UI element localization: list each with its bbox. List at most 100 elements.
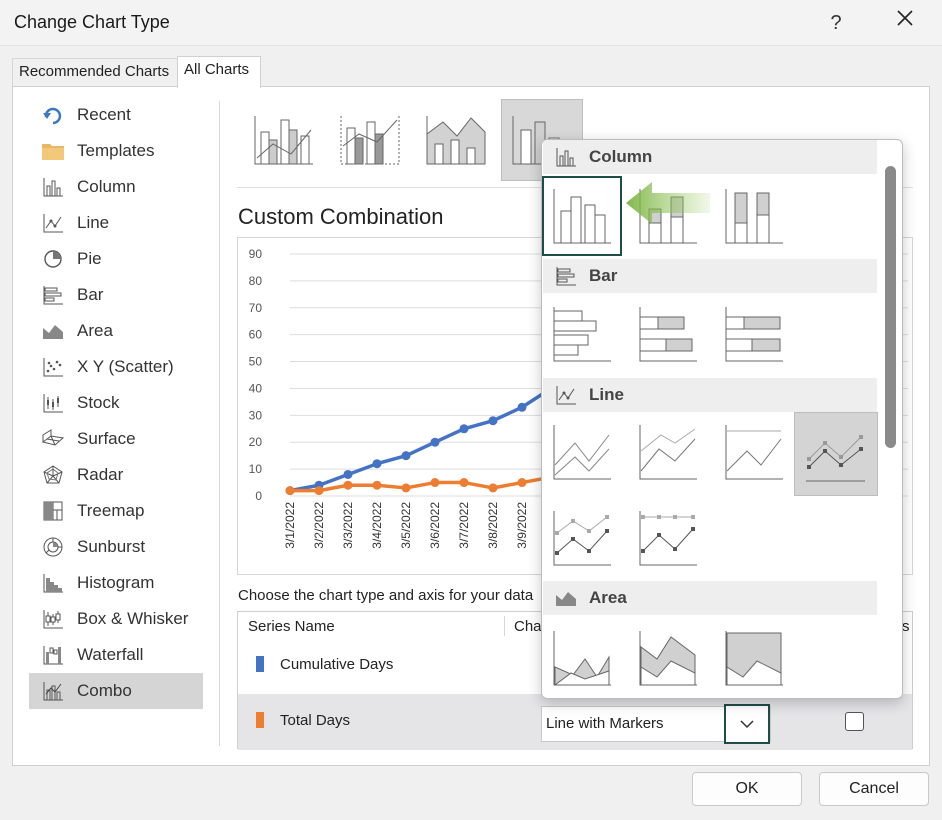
chart-type-dropdown: Column Bar Line Area	[541, 139, 903, 699]
option-100-stacked-column[interactable]	[714, 176, 794, 256]
percent-stacked-column-icon	[725, 189, 783, 244]
y-tick-label: 50	[249, 355, 263, 369]
section-label: Area	[589, 588, 627, 607]
pointer-arrow-icon	[626, 182, 710, 224]
data-point	[401, 451, 411, 461]
subtype-column-line-secondary-axis[interactable]	[329, 99, 411, 181]
data-point	[343, 469, 353, 479]
percent-stacked-line-markers-icon	[639, 511, 697, 566]
category-label: Bar	[77, 285, 104, 304]
category-column[interactable]: Column	[29, 169, 203, 205]
clustered-column-icon	[553, 189, 611, 244]
option-line[interactable]	[542, 412, 622, 492]
option-clustered-bar[interactable]	[542, 294, 622, 374]
y-tick-label: 70	[249, 301, 263, 315]
column-header-divider	[504, 616, 505, 636]
stacked-area-column-icon	[426, 116, 486, 165]
series-line	[289, 386, 552, 493]
option-area[interactable]	[542, 618, 622, 698]
option-100-stacked-line[interactable]	[714, 412, 794, 492]
category-stock[interactable]: Stock	[29, 385, 203, 421]
category-surface[interactable]: Surface	[29, 421, 203, 457]
column-header-chart-type: Cha	[514, 618, 542, 635]
series-name: Cumulative Days	[280, 656, 394, 673]
category-recent[interactable]: Recent	[29, 97, 203, 133]
option-stacked-bar[interactable]	[628, 294, 708, 374]
stacked-area-icon	[639, 631, 697, 686]
cancel-button[interactable]: Cancel	[819, 772, 929, 806]
option-100-stacked-area[interactable]	[714, 618, 794, 698]
ok-button[interactable]: OK	[692, 772, 802, 806]
secondary-axis-checkbox[interactable]	[845, 712, 864, 731]
dropdown-section-column: Column	[543, 140, 877, 174]
tab-all-charts[interactable]: All Charts	[177, 56, 261, 88]
category-label: Column	[77, 177, 136, 196]
help-button[interactable]: ?	[830, 12, 842, 34]
y-tick-label: 60	[249, 328, 263, 342]
subtype-stacked-area-column[interactable]	[415, 99, 497, 181]
chart-type-dropdown-button[interactable]	[724, 704, 770, 744]
category-label: Treemap	[77, 501, 145, 520]
stacked-line-icon	[639, 425, 697, 480]
category-histogram[interactable]: Histogram	[29, 565, 203, 601]
subtype-clustered-column-line[interactable]	[243, 99, 325, 181]
close-button[interactable]	[888, 8, 922, 38]
y-tick-label: 90	[249, 247, 263, 261]
data-point	[343, 480, 353, 490]
data-point	[372, 480, 382, 490]
category-templates[interactable]: Templates	[29, 133, 203, 169]
category-sunburst[interactable]: Sunburst	[29, 529, 203, 565]
close-icon	[897, 10, 913, 26]
window-title: Change Chart Type	[14, 12, 170, 32]
option-stacked-line[interactable]	[628, 412, 708, 492]
dropdown-scrollbar[interactable]	[885, 166, 896, 448]
column-chart-icon	[43, 178, 63, 197]
x-tick-label: 3/4/2022	[370, 502, 384, 549]
dropdown-section-line: Line	[543, 378, 877, 412]
data-point	[488, 416, 498, 426]
column-header-secondary-axis: s	[902, 618, 910, 635]
category-label: Recent	[77, 105, 131, 124]
table-row: Cumulative Days	[238, 638, 912, 694]
table-row: Total Days Line with Markers	[238, 694, 912, 750]
data-point	[488, 483, 498, 493]
category-box-whisker[interactable]: Box & Whisker	[29, 601, 203, 637]
data-point	[401, 483, 411, 493]
area-icon	[553, 631, 611, 686]
category-area[interactable]: Area	[29, 313, 203, 349]
category-waterfall[interactable]: Waterfall	[29, 637, 203, 673]
category-combo[interactable]: Combo	[29, 673, 203, 709]
x-tick-label: 3/1/2022	[283, 502, 297, 549]
option-100-stacked-line-with-markers[interactable]	[628, 498, 708, 578]
option-stacked-area[interactable]	[628, 618, 708, 698]
title-bar: Change Chart Type ?	[0, 0, 942, 46]
category-treemap[interactable]: Treemap	[29, 493, 203, 529]
option-stacked-line-with-markers[interactable]	[542, 498, 622, 578]
bar-chart-icon	[43, 286, 63, 305]
x-tick-label: 3/8/2022	[486, 502, 500, 549]
category-radar[interactable]: Radar	[29, 457, 203, 493]
category-label: Radar	[77, 465, 124, 484]
stacked-line-markers-icon	[553, 511, 611, 566]
section-title: Custom Combination	[238, 204, 444, 229]
category-scatter[interactable]: X Y (Scatter)	[29, 349, 203, 385]
category-label: Stock	[77, 393, 120, 412]
section-label: Line	[589, 385, 624, 404]
y-tick-label: 10	[249, 462, 263, 476]
chevron-down-icon	[740, 720, 754, 729]
percent-stacked-bar-icon	[725, 307, 783, 362]
column-header-series-name: Series Name	[248, 618, 335, 635]
option-clustered-column[interactable]	[542, 176, 622, 256]
series-color-swatch	[256, 712, 264, 728]
data-point	[430, 437, 440, 447]
category-line[interactable]: Line	[29, 205, 203, 241]
line-chart-icon	[43, 214, 63, 233]
y-tick-label: 40	[249, 381, 263, 395]
option-line-with-markers[interactable]	[794, 412, 878, 496]
panel-divider	[219, 101, 220, 746]
category-pie[interactable]: Pie	[29, 241, 203, 277]
category-bar[interactable]: Bar	[29, 277, 203, 313]
box-whisker-icon	[43, 610, 63, 629]
tab-recommended-charts[interactable]: Recommended Charts	[12, 58, 178, 86]
option-100-stacked-bar[interactable]	[714, 294, 794, 374]
